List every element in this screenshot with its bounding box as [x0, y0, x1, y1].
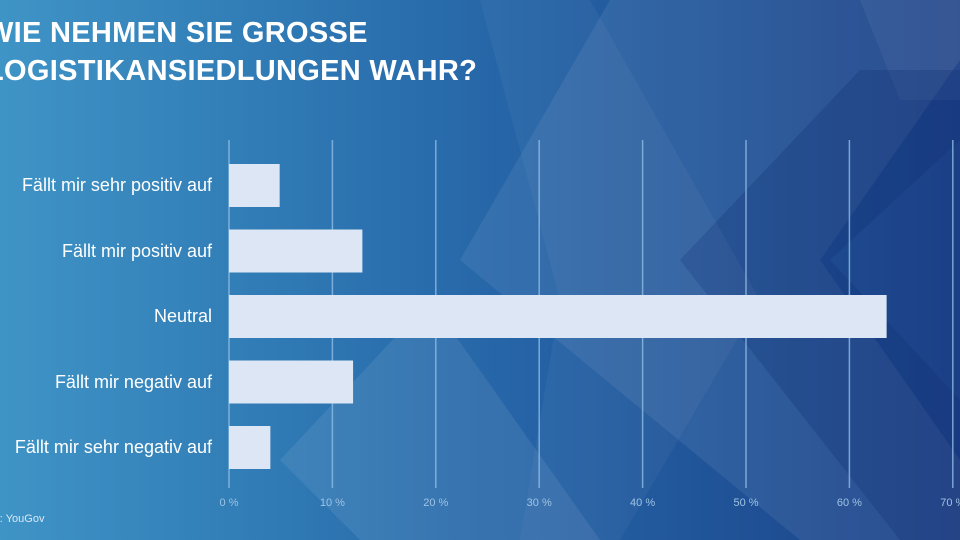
source-note: Quelle: YouGov — [0, 513, 45, 525]
category-label: Fällt mir sehr positiv auf — [21, 175, 212, 195]
x-tick-label: 50 % — [733, 497, 759, 509]
x-tick-label: 10 % — [319, 497, 345, 509]
category-label: Neutral — [153, 306, 212, 326]
bar — [229, 360, 354, 404]
x-tick-label: 20 % — [423, 497, 449, 509]
bar — [229, 426, 271, 469]
bar — [229, 295, 887, 338]
x-tick-label: 70 % — [940, 497, 960, 509]
chart-title: WIE NEHMEN SIE GROSSE LOGISTIKANSIEDLUNG… — [0, 17, 478, 87]
bar — [229, 164, 280, 207]
x-tick-label: 60 % — [836, 497, 862, 509]
category-label: Fällt mir sehr negativ auf — [14, 437, 212, 457]
category-label: Fällt mir positiv auf — [61, 240, 212, 261]
bar — [229, 229, 363, 273]
x-tick-label: 30 % — [526, 497, 552, 509]
x-tick-label: 0 % — [219, 497, 239, 509]
category-label: Fällt mir negativ auf — [54, 371, 212, 392]
x-tick-label: 40 % — [630, 497, 656, 509]
